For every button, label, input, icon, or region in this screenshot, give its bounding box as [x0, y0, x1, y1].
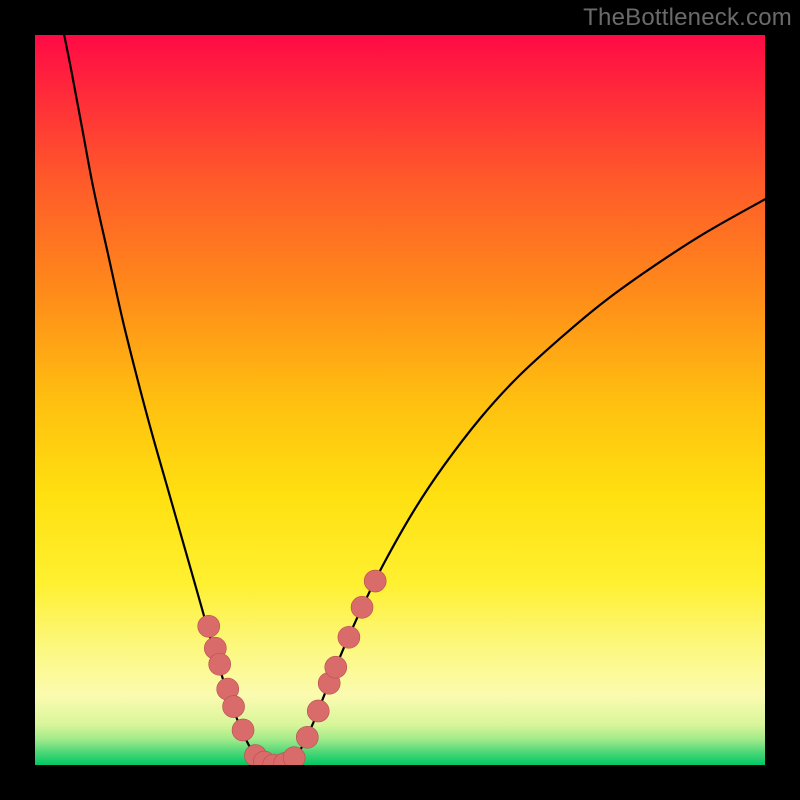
curve-marker: [307, 700, 329, 722]
watermark-text: TheBottleneck.com: [583, 4, 792, 32]
curve-marker: [232, 719, 254, 741]
curve-marker: [198, 615, 220, 637]
curve-marker: [325, 656, 347, 678]
curve-marker: [338, 626, 360, 648]
chart-frame: TheBottleneck.com: [0, 0, 800, 800]
chart-gradient-bg: [35, 35, 765, 765]
curve-marker: [223, 696, 245, 718]
curve-marker: [209, 653, 231, 675]
curve-marker: [351, 596, 373, 618]
curve-marker: [364, 570, 386, 592]
chart-svg: [0, 0, 800, 800]
curve-marker: [296, 726, 318, 748]
